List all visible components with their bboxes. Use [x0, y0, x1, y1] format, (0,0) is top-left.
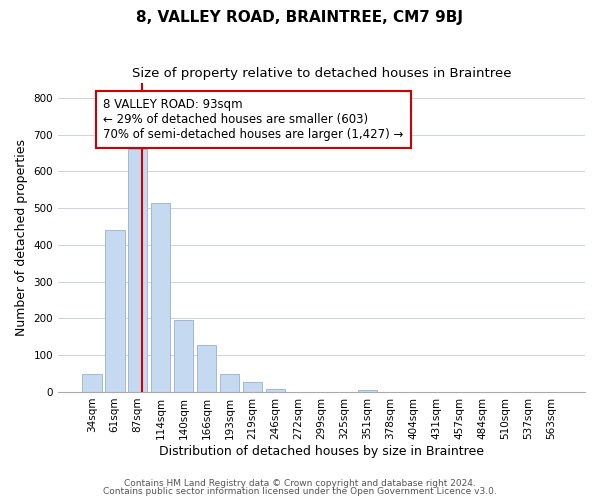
Bar	[82, 374, 101, 392]
Bar	[174, 320, 193, 392]
Bar	[151, 202, 170, 392]
Text: Contains public sector information licensed under the Open Government Licence v3: Contains public sector information licen…	[103, 487, 497, 496]
Text: Contains HM Land Registry data © Crown copyright and database right 2024.: Contains HM Land Registry data © Crown c…	[124, 478, 476, 488]
Bar	[197, 346, 217, 392]
Y-axis label: Number of detached properties: Number of detached properties	[15, 139, 28, 336]
Bar	[266, 389, 286, 392]
Bar	[220, 374, 239, 392]
Bar	[243, 382, 262, 392]
Text: 8 VALLEY ROAD: 93sqm
← 29% of detached houses are smaller (603)
70% of semi-deta: 8 VALLEY ROAD: 93sqm ← 29% of detached h…	[103, 98, 404, 141]
X-axis label: Distribution of detached houses by size in Braintree: Distribution of detached houses by size …	[159, 444, 484, 458]
Bar	[128, 149, 148, 392]
Text: 8, VALLEY ROAD, BRAINTREE, CM7 9BJ: 8, VALLEY ROAD, BRAINTREE, CM7 9BJ	[137, 10, 464, 25]
Bar	[105, 230, 125, 392]
Title: Size of property relative to detached houses in Braintree: Size of property relative to detached ho…	[132, 68, 511, 80]
Bar	[358, 390, 377, 392]
